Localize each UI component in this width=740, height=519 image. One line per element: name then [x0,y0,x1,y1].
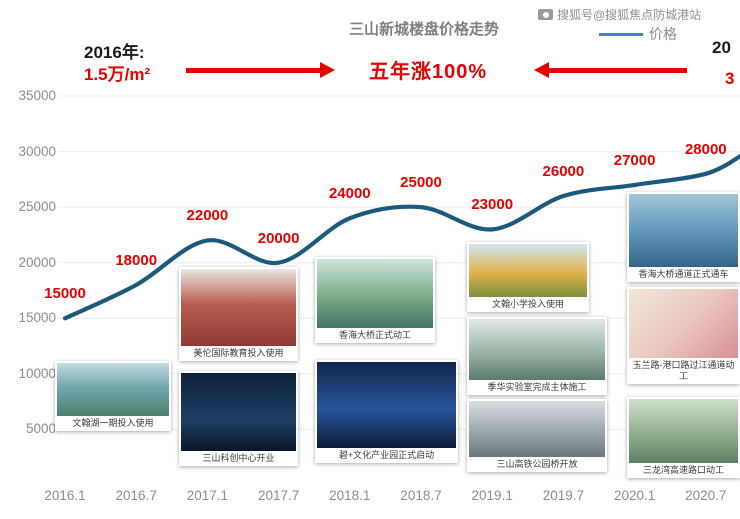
x-axis-label: 2020.1 [613,488,656,503]
milestone-caption: 碧+文化产业园正式启动 [338,450,435,461]
milestone-photo [629,194,738,268]
watermark-text: 搜狐号@搜狐焦点防城港站 [557,8,702,22]
milestone-photo [629,289,738,359]
milestone-caption: 三龙湾高速路口动工 [642,465,724,476]
milestone-card: 文翰小学投入使用 [467,242,589,312]
milestone-card: 三山高铁公园桥开放 [467,399,607,472]
milestone-photo [469,244,587,298]
milestone-photo [181,269,296,347]
milestone-caption: 香海大桥通道正式通车 [638,269,729,280]
y-axis-label: 20000 [18,254,56,270]
x-axis-label: 2019.7 [542,488,585,503]
milestone-photo [317,259,433,329]
arrow-head [534,62,549,78]
y-axis-label: 5000 [25,421,56,437]
x-axis-label: 2020.7 [685,488,727,503]
x-axis-label: 2016.7 [115,488,157,503]
x-axis-label: 2018.7 [400,488,442,503]
milestone-photo [469,401,605,458]
milestone-photo [317,362,456,449]
x-axis-label: 2017.1 [186,488,229,503]
milestone-photo [181,373,296,452]
milestone-card: 三山科创中心开业 [179,371,298,466]
milestone-caption: 美伦国际教育投入使用 [193,348,284,359]
milestone-photo [629,399,738,464]
arrow-shaft [186,67,320,73]
milestone-card: 美伦国际教育投入使用 [179,267,298,361]
milestone-caption: 季华实验室完成主体施工 [487,382,587,393]
milestone-photo [57,363,169,417]
milestone-card: 三龙湾高速路口动工 [627,397,740,478]
milestone-caption: 玉兰路-港口路过江通道动工 [632,360,735,382]
left-price-label: 1.5万/m² [84,65,151,84]
milestone-photo [469,319,605,381]
legend-label: 价格 [649,26,677,42]
milestone-card: 文翰湖一期投入使用 [55,361,171,431]
y-axis-label: 15000 [18,310,56,326]
left-year-label: 2016年: [84,43,145,62]
arrow-left-icon [534,62,687,78]
x-axis-label: 2019.1 [471,488,513,503]
milestone-caption: 文翰湖一期投入使用 [72,418,154,429]
right-price-label: 3 [725,69,735,88]
arrow-shaft [549,67,687,73]
y-axis-label: 30000 [18,143,56,159]
milestone-card: 季华实验室完成主体施工 [467,317,607,395]
legend-line-icon [599,32,643,36]
chart-title: 三山新城楼盘价格走势 [348,21,499,38]
milestone-caption: 香海大桥正式动工 [338,330,411,341]
milestone-card: 香海大桥通道正式通车 [627,192,740,282]
milestone-caption: 三山高铁公园桥开放 [496,459,578,470]
x-axis-label: 2018.1 [329,488,371,503]
growth-label: 五年涨100% [369,61,488,83]
watermark: 搜狐号@搜狐焦点防城港站 [538,6,701,23]
right-year-label: 20 [712,38,731,57]
y-axis-label: 35000 [18,88,56,103]
camera-icon [538,9,553,20]
x-axis-label: 2016.1 [44,488,86,503]
y-axis-label: 25000 [18,199,56,215]
milestone-caption: 文翰小学投入使用 [491,299,564,310]
milestone-card: 香海大桥正式动工 [315,257,435,343]
milestone-caption: 三山科创中心开业 [202,453,275,464]
milestone-card: 碧+文化产业园正式启动 [315,360,458,463]
y-axis-label: 10000 [18,365,56,381]
milestone-card: 玉兰路-港口路过江通道动工 [627,287,740,384]
legend: 价格 [599,24,677,44]
x-axis-label: 2017.7 [257,488,300,503]
arrow-right-icon [186,62,335,78]
arrow-head [320,62,335,78]
